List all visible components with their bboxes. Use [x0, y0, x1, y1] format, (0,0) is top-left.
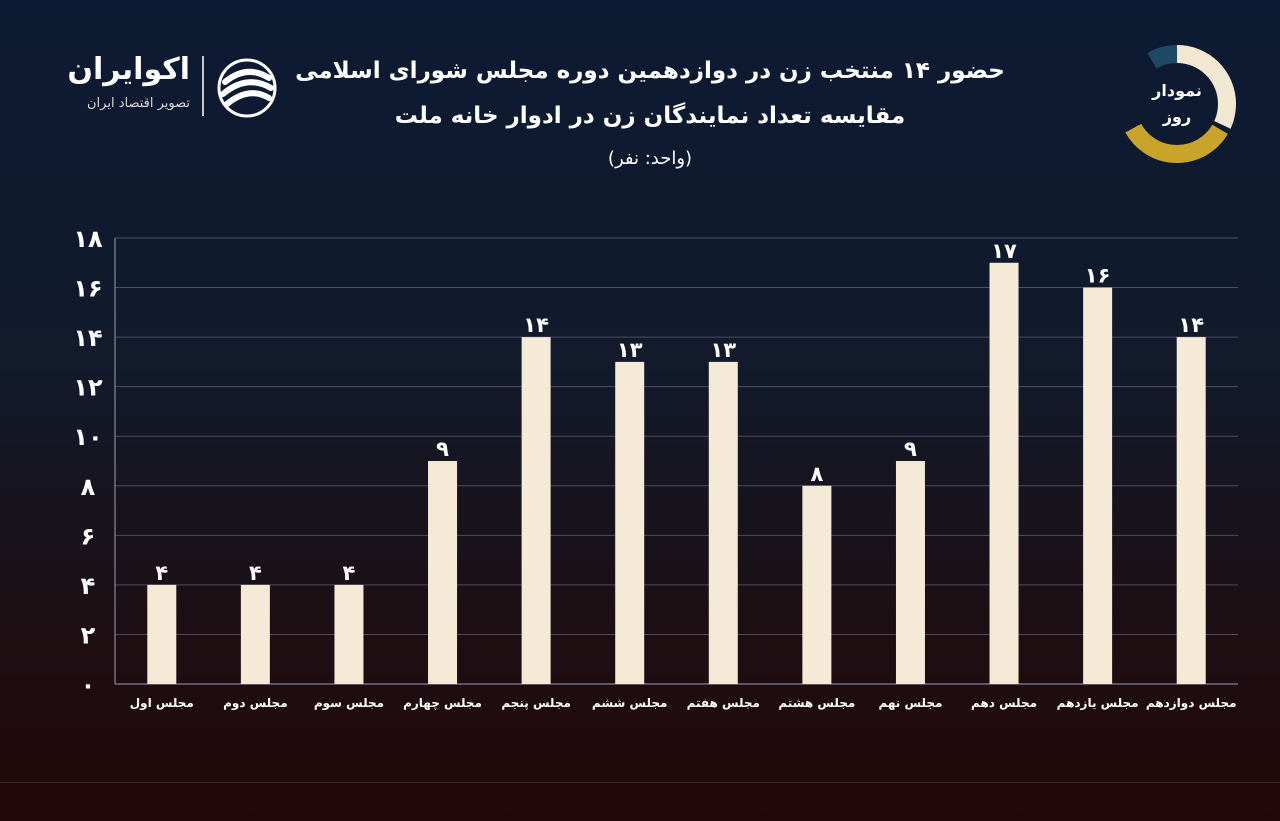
x-tick-label: مجلس دوم	[223, 696, 288, 711]
y-tick-label: ۱۶	[73, 275, 102, 303]
chart-of-day-badge: نمودار روز	[1115, 42, 1239, 166]
chart-title-block: حضور ۱۴ منتخب زن در دوازدهمین دوره مجلس …	[280, 52, 1020, 169]
ekoiran-logo: اکوایران تصویر اقتصاد ایران	[55, 52, 285, 122]
x-tick-label: مجلس هشتم	[778, 696, 855, 710]
bar	[334, 584, 364, 684]
bar-value-label: ۴	[249, 561, 262, 585]
unit-label: (واحد: نفر)	[607, 148, 693, 169]
logo-divider	[202, 56, 204, 116]
bar-value-label: ۹	[904, 437, 917, 461]
chart-title: حضور ۱۴ منتخب زن در دوازدهمین دوره مجلس …	[295, 58, 1005, 84]
bar-value-label: ۱۶	[1085, 264, 1111, 288]
bar-value-label: ۹	[436, 437, 449, 461]
bar-value-label: ۱۴	[523, 313, 549, 337]
bar	[895, 461, 925, 684]
bar	[802, 485, 832, 684]
x-tick-label: مجلس ششم	[592, 696, 668, 710]
donut-icon	[1118, 45, 1236, 163]
badge-line2: روز	[1162, 107, 1192, 126]
y-tick-label: ۶	[81, 522, 96, 550]
bar-value-label: ۴	[343, 561, 356, 585]
x-tick-label: مجلس نهم	[878, 696, 942, 710]
x-tick-label: مجلس پنجم	[501, 696, 571, 710]
bar-value-label: ۱۳	[617, 338, 643, 362]
bar-value-label: ۴	[155, 561, 168, 585]
ekoiran-swirl-icon	[217, 58, 277, 118]
bar-chart: ۰ ۲ ۴ ۶ ۸ ۱۰ ۱۲ ۱۴ ۱۶ ۱۸ ۴ مجلس اول ۴ مجلس دوم ۴ مجلس س…	[73, 225, 1238, 711]
bar	[147, 584, 177, 684]
badge-text: نمودار روز	[1115, 42, 1239, 166]
y-tick-label: ۰	[81, 671, 96, 699]
y-tick-label: ۱۰	[73, 423, 102, 451]
x-tick-label: مجلس یازدهم	[1057, 696, 1139, 710]
bar	[521, 337, 551, 684]
bar	[240, 584, 270, 684]
bar	[428, 461, 458, 684]
x-tick-label: مجلس دوازدهم	[1146, 696, 1237, 711]
bar-value-label: ۱۴	[1178, 313, 1204, 337]
bar	[1083, 287, 1113, 684]
y-tick-label: ۲	[81, 621, 96, 649]
y-tick-label: ۱۸	[73, 225, 103, 253]
y-tick-label: ۱۲	[73, 374, 103, 402]
x-tick-label: مجلس اول	[130, 696, 194, 711]
x-tick-label: مجلس چهارم	[403, 696, 482, 711]
x-tick-label: مجلس دهم	[971, 696, 1037, 710]
chart-subtitle: مقایسه تعداد نمایندگان زن در ادوار خانه …	[394, 103, 906, 129]
y-tick-label: ۱۴	[73, 324, 102, 352]
y-tick-label: ۴	[81, 572, 96, 600]
bar-value-label: ۱۷	[991, 239, 1017, 263]
bar-value-label: ۸	[810, 462, 823, 486]
logo-name: اکوایران	[67, 52, 190, 87]
badge-line1: نمودار	[1152, 81, 1202, 100]
x-tick-label: مجلس سوم	[314, 696, 384, 711]
bar-value-label: ۱۳	[710, 338, 736, 362]
bar	[989, 262, 1019, 684]
logo-subtitle: تصویر اقتصاد ایران	[87, 96, 190, 111]
bar	[1176, 337, 1206, 684]
bottom-divider	[0, 782, 1280, 783]
bar	[708, 361, 738, 684]
bar	[615, 361, 645, 684]
y-tick-label: ۸	[81, 473, 96, 501]
x-tick-label: مجلس هفتم	[687, 696, 760, 710]
